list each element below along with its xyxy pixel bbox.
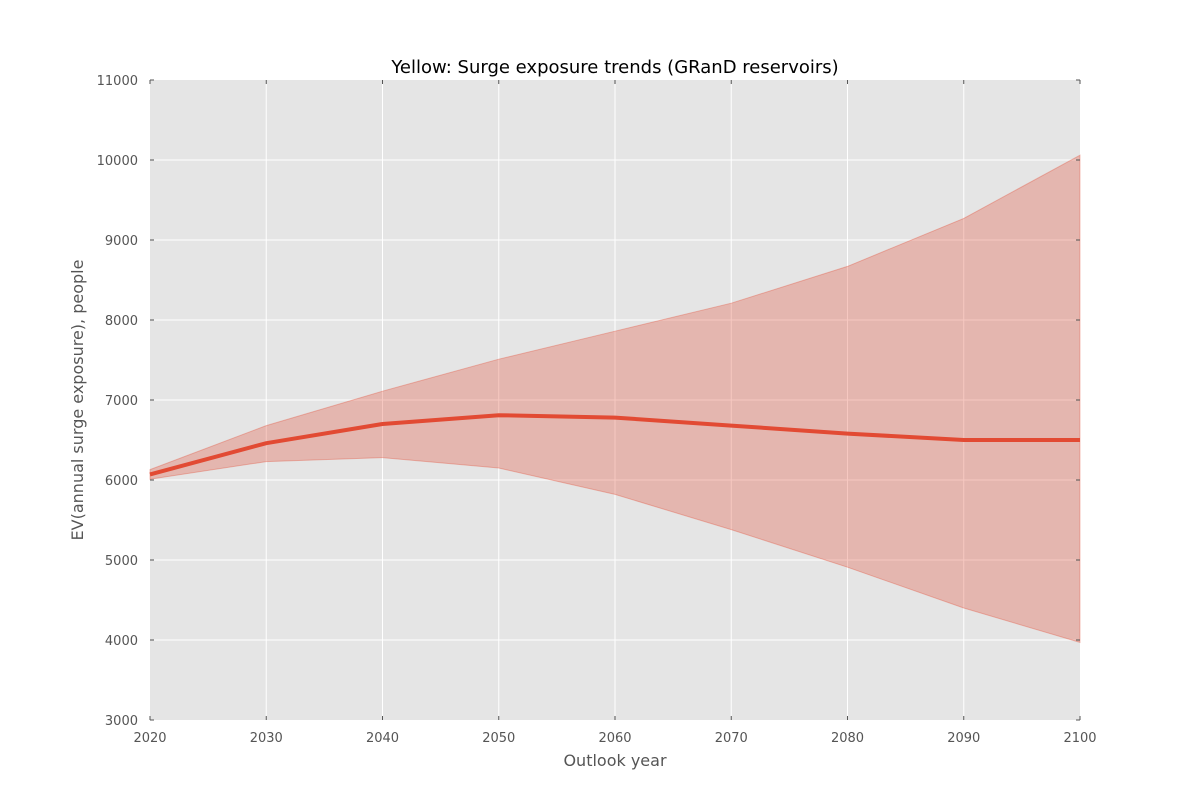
x-tick-label: 2020 [133,731,166,746]
x-tick-label: 2080 [831,731,864,746]
y-tick-label: 11000 [97,74,138,89]
expected-value-line [149,413,1080,477]
x-tick-labels: 2020 2030 2040 2050 2060 2070 2080 2090 2100 [133,731,1096,746]
y-tick-label: 3000 [105,714,138,729]
y-tick-label: 9000 [105,234,138,249]
y-tick-label: 5000 [105,554,138,569]
uncertainty-band-area [149,154,1081,644]
y-tick-labels: 3000 4000 5000 6000 7000 8000 9000 10000 11000 [97,74,138,729]
x-tick-label: 2090 [947,731,980,746]
x-axis-label: Outlook year [563,751,667,770]
x-tick-label: 2060 [598,731,631,746]
axis-ticks [149,79,1081,721]
expected-value-series-line [149,413,1080,477]
x-tick-label: 2050 [482,731,515,746]
chart-title: Yellow: Surge exposure trends (GRanD res… [390,57,838,78]
y-axis-label: EV(annual surge exposure), people [68,260,87,541]
y-tick-label: 4000 [105,634,138,649]
x-tick-label: 2040 [366,731,399,746]
y-tick-label: 10000 [97,154,138,169]
x-tick-label: 2070 [715,731,748,746]
x-tick-label: 2100 [1063,731,1096,746]
confidence-band [149,154,1081,644]
y-tick-label: 8000 [105,314,138,329]
grid-lines [150,80,1080,720]
y-tick-label: 7000 [105,394,138,409]
y-tick-label: 6000 [105,474,138,489]
x-tick-label: 2030 [250,731,283,746]
